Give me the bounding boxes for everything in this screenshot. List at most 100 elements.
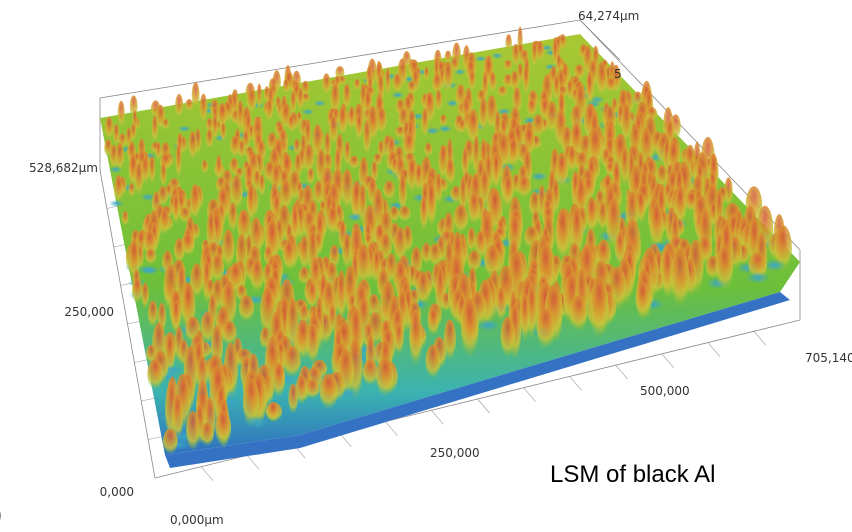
peak xyxy=(424,143,432,158)
peak xyxy=(716,246,733,291)
peak xyxy=(147,359,163,390)
peak xyxy=(376,358,394,397)
z-max-label: 64,274µm xyxy=(578,9,639,23)
grid-line xyxy=(385,422,397,436)
peak xyxy=(354,79,361,91)
peak xyxy=(288,384,297,414)
x-tick-label: 250,000 xyxy=(430,446,480,460)
peak xyxy=(306,324,319,364)
grid-line xyxy=(148,437,162,440)
peak xyxy=(426,345,441,379)
peak xyxy=(160,208,170,236)
valley xyxy=(477,320,500,331)
peak xyxy=(141,283,148,309)
peak xyxy=(461,298,479,357)
peak xyxy=(523,67,529,97)
grid-line xyxy=(134,360,148,363)
valley xyxy=(109,166,123,173)
peak xyxy=(258,175,265,198)
peak xyxy=(394,323,404,355)
peak xyxy=(152,115,158,143)
peak xyxy=(527,99,537,118)
grid-line xyxy=(141,398,155,401)
grid-line xyxy=(201,467,213,481)
peak xyxy=(426,182,436,228)
peak xyxy=(200,423,213,446)
peak xyxy=(215,411,231,446)
grid-line xyxy=(708,343,720,357)
peak xyxy=(363,360,378,386)
grid-line xyxy=(431,410,443,424)
peak xyxy=(636,281,650,319)
peak xyxy=(520,294,530,341)
grid-line xyxy=(570,376,582,390)
peak xyxy=(338,106,347,137)
peak xyxy=(155,142,161,161)
valley xyxy=(246,416,270,428)
peak xyxy=(250,260,263,293)
peak xyxy=(420,197,428,232)
peak xyxy=(206,129,214,150)
caption: LSM of black Al xyxy=(550,461,715,488)
peak xyxy=(129,183,135,198)
valley xyxy=(530,172,547,181)
peak xyxy=(172,194,179,225)
peak xyxy=(175,94,183,119)
peak xyxy=(489,72,496,94)
valley xyxy=(142,266,159,275)
peak xyxy=(176,144,182,180)
peak xyxy=(188,131,197,161)
peak xyxy=(363,120,371,157)
peak xyxy=(114,175,123,204)
peak xyxy=(479,98,488,134)
peak xyxy=(283,79,289,95)
grid-line xyxy=(524,388,536,402)
peak xyxy=(272,363,285,398)
peak xyxy=(228,203,237,233)
peak xyxy=(435,90,442,113)
peak xyxy=(288,115,295,133)
peak xyxy=(349,156,359,170)
x-max-label: 705,140 xyxy=(805,351,852,365)
peak xyxy=(385,68,391,98)
peak xyxy=(319,374,337,410)
peak xyxy=(493,153,500,191)
y-max-label: 528,682µm xyxy=(29,161,98,175)
peak xyxy=(590,277,608,339)
peak xyxy=(445,51,452,64)
valley xyxy=(301,109,314,115)
peak xyxy=(162,119,169,131)
peak xyxy=(383,181,395,201)
peak xyxy=(458,120,466,134)
peak xyxy=(570,295,588,331)
peak xyxy=(517,176,531,198)
peak xyxy=(185,99,193,112)
peak xyxy=(238,140,245,159)
peak xyxy=(267,402,279,422)
peak xyxy=(222,229,234,269)
grid-line xyxy=(478,399,490,413)
peak xyxy=(305,379,319,398)
peak xyxy=(532,41,538,69)
valley xyxy=(313,100,326,106)
peak xyxy=(239,295,254,322)
peak xyxy=(567,146,576,174)
grid-line xyxy=(754,331,766,345)
peak xyxy=(132,278,142,304)
peak xyxy=(145,249,156,265)
peak xyxy=(160,163,166,188)
peak xyxy=(537,308,556,349)
grid-line xyxy=(247,455,259,469)
peak xyxy=(122,211,129,226)
peak xyxy=(424,67,429,83)
peak xyxy=(399,206,411,222)
y-mid-label: 250,000 xyxy=(64,305,114,319)
grid-line xyxy=(662,354,674,368)
peak xyxy=(283,240,296,271)
peak xyxy=(421,108,428,139)
peak xyxy=(163,429,178,455)
peak xyxy=(555,209,569,261)
lsm-image: 64,274µm 5 528,682µm 250,000 0,000 0,000… xyxy=(0,0,852,532)
peak xyxy=(596,62,607,98)
peak xyxy=(598,203,608,232)
